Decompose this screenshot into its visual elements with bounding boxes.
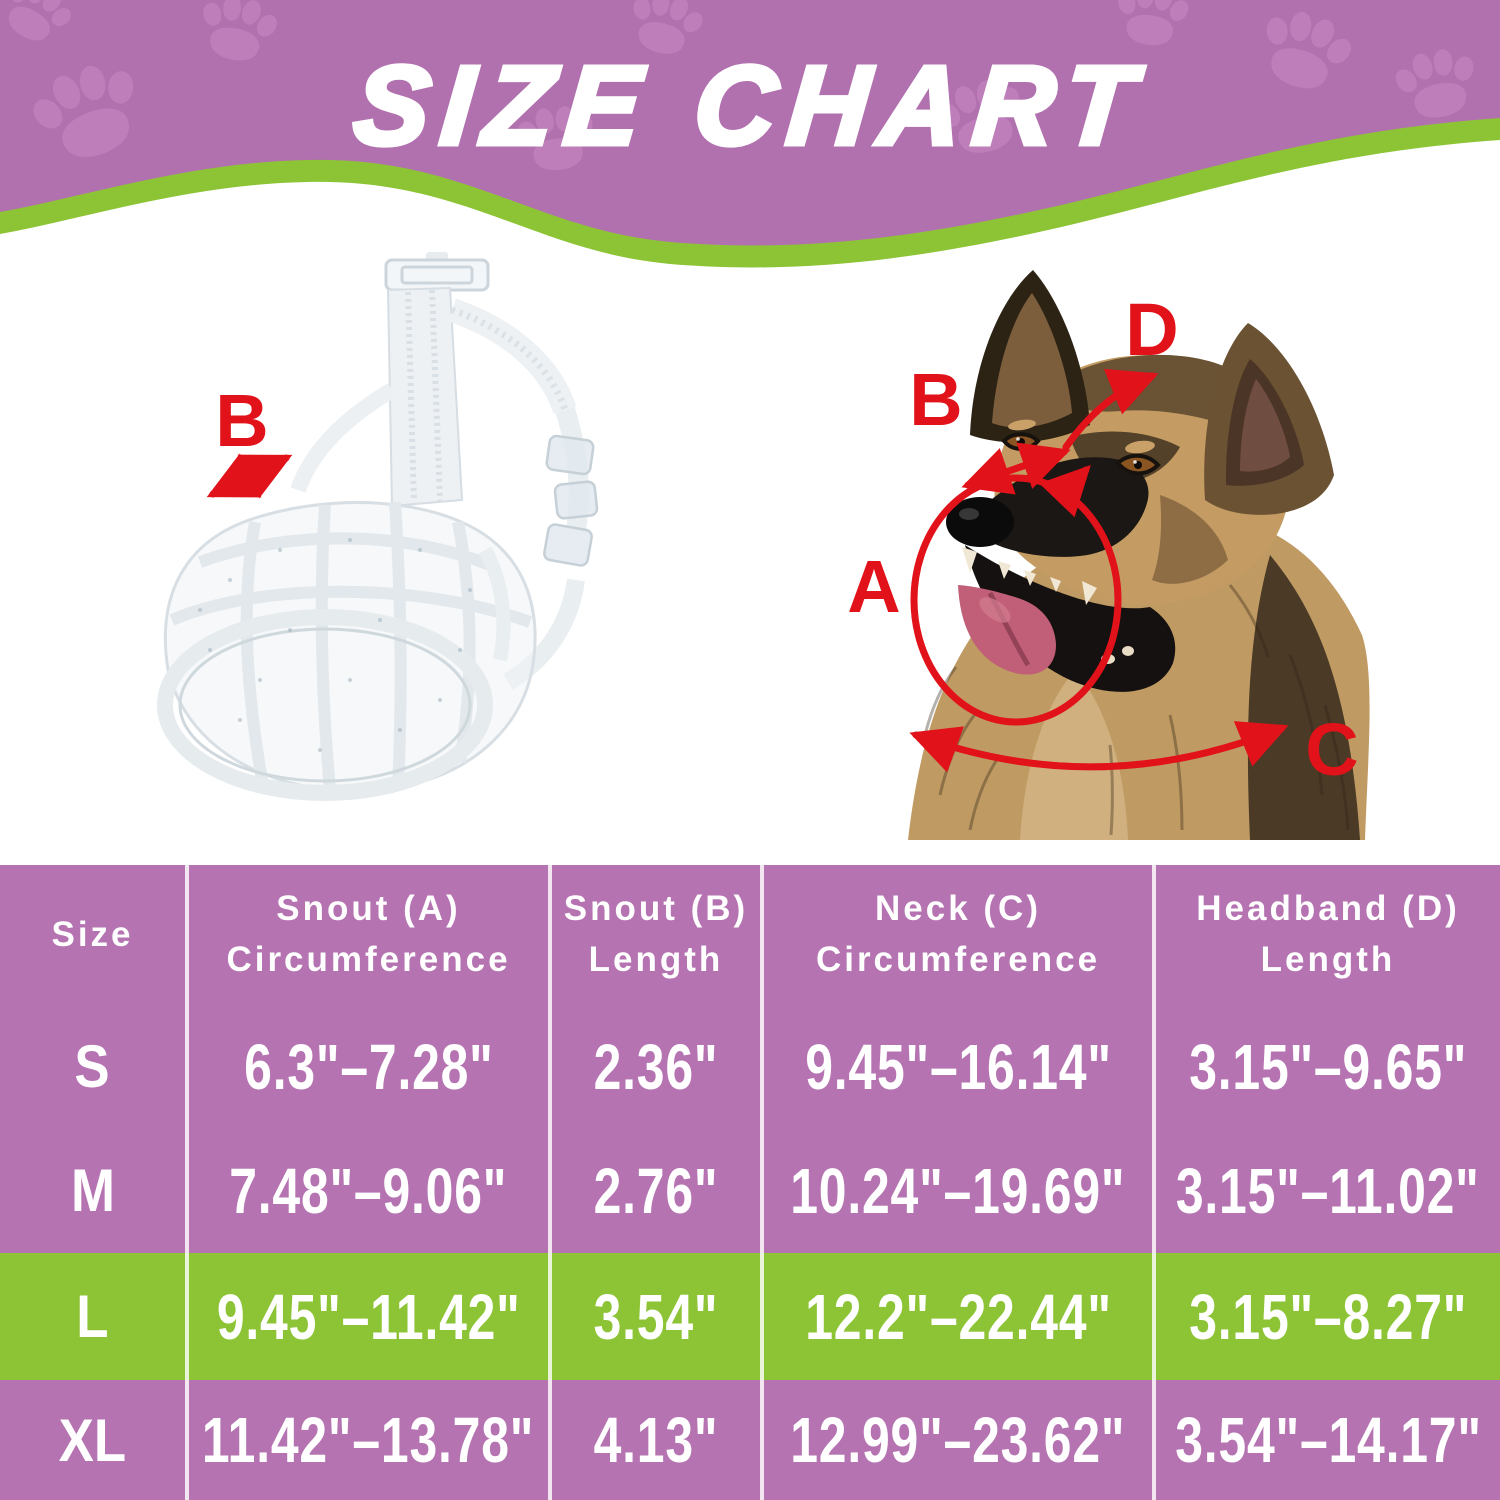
table-row-m: M 7.48"–9.06" 2.76" 10.24"–19.69" 3.15"–… xyxy=(0,1128,1500,1253)
table-cell: 2.76" xyxy=(548,1128,760,1253)
table-cell: 3.15"–9.65" xyxy=(1152,1005,1500,1128)
table-row-xl: XL 11.42"–13.78" 4.13" 12.99"–23.62" 3.5… xyxy=(0,1380,1500,1500)
table-cell: 2.36" xyxy=(548,1005,760,1128)
table-cell: 3.15"–11.02" xyxy=(1152,1128,1500,1253)
muzzle-adjuster xyxy=(543,434,599,567)
row-label: M xyxy=(70,1157,115,1224)
dog-left-ear xyxy=(970,270,1090,443)
table-cell: 9.45"–16.14" xyxy=(760,1005,1152,1128)
header-purple-shape xyxy=(0,0,1500,246)
header-banner xyxy=(0,0,1500,268)
table-header-cell-headband-d: Headband (D) Length xyxy=(1152,865,1500,1005)
dog-photo xyxy=(908,270,1370,840)
table-header-cell-size: Size xyxy=(51,914,134,954)
muzzle-buckle xyxy=(384,252,490,292)
table-header-cell-snout-b: Snout (B) Length xyxy=(548,865,760,1005)
muzzle-basket xyxy=(157,501,537,801)
row-label: L xyxy=(76,1283,109,1350)
table-row-l-highlighted: L 9.45"–11.42" 3.54" 12.2"–22.44" 3.15"–… xyxy=(0,1253,1500,1380)
table-header-row: Size Snout (A) Circumference Snout (B) L… xyxy=(0,865,1500,1005)
table-cell: 6.3"–7.28" xyxy=(185,1005,548,1128)
table-row-s: S 6.3"–7.28" 2.36" 9.45"–16.14" 3.15"–9.… xyxy=(0,1005,1500,1128)
size-chart-title: SIZE CHART xyxy=(347,41,1153,171)
size-chart-table: Size Snout (A) Circumference Snout (B) L… xyxy=(0,865,1500,1500)
table-cell: 3.54" xyxy=(548,1253,760,1380)
table-cell: 3.15"–8.27" xyxy=(1152,1253,1500,1380)
row-label: XL xyxy=(58,1406,127,1474)
table-cell: 12.2"–22.44" xyxy=(760,1253,1152,1380)
table-cell: 11.42"–13.78" xyxy=(185,1380,548,1500)
dog-right-ear xyxy=(1204,323,1334,515)
muzzle-photo xyxy=(157,252,599,801)
table-cell: 3.54"–14.17" xyxy=(1152,1380,1500,1500)
table-cell: 10.24"–19.69" xyxy=(760,1128,1152,1253)
table-cell: 4.13" xyxy=(548,1380,760,1500)
row-label: S xyxy=(74,1033,111,1100)
table-cell: 9.45"–11.42" xyxy=(185,1253,548,1380)
table-cell: 12.99"–23.62" xyxy=(760,1380,1152,1500)
table-header-cell-neck-c: Neck (C) Circumference xyxy=(760,865,1152,1005)
table-header-cell-snout-a: Snout (A) Circumference xyxy=(185,865,548,1005)
dog-nose xyxy=(946,497,1014,547)
table-cell: 7.48"–9.06" xyxy=(185,1128,548,1253)
